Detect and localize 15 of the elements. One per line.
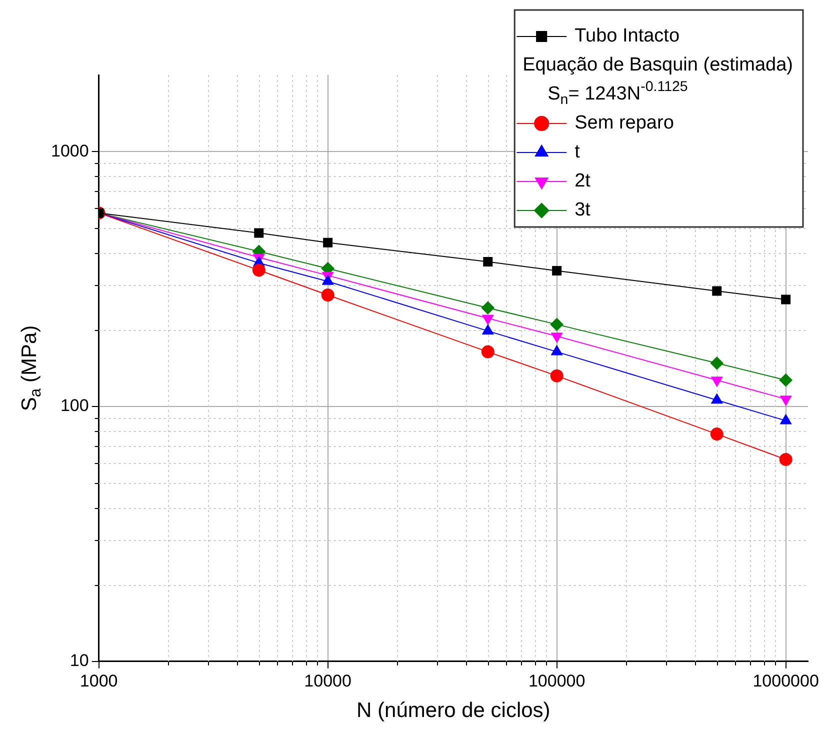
legend-label: Sem reparo: [574, 112, 674, 134]
x-tick-label: 1000000: [752, 671, 819, 690]
y-tick-label: 10: [70, 651, 89, 670]
y-tick-label: 100: [60, 396, 89, 416]
legend-label: 2t: [574, 170, 592, 192]
x-tick-label: 100000: [528, 671, 586, 690]
legend-label: 3t: [574, 200, 592, 221]
y-tick-label: 1000: [50, 141, 89, 160]
x-tick-label: 1000: [80, 671, 118, 690]
y-axis-title: Sa (MPa): [18, 325, 45, 412]
annotation: Equação de Basquin (estimada): [522, 54, 793, 76]
legend-label: Tubo Intacto: [574, 26, 680, 47]
x-axis-title: N (número de ciclos): [356, 699, 550, 722]
legend-label: t: [574, 142, 581, 163]
x-tick-label: 10000: [304, 671, 352, 690]
